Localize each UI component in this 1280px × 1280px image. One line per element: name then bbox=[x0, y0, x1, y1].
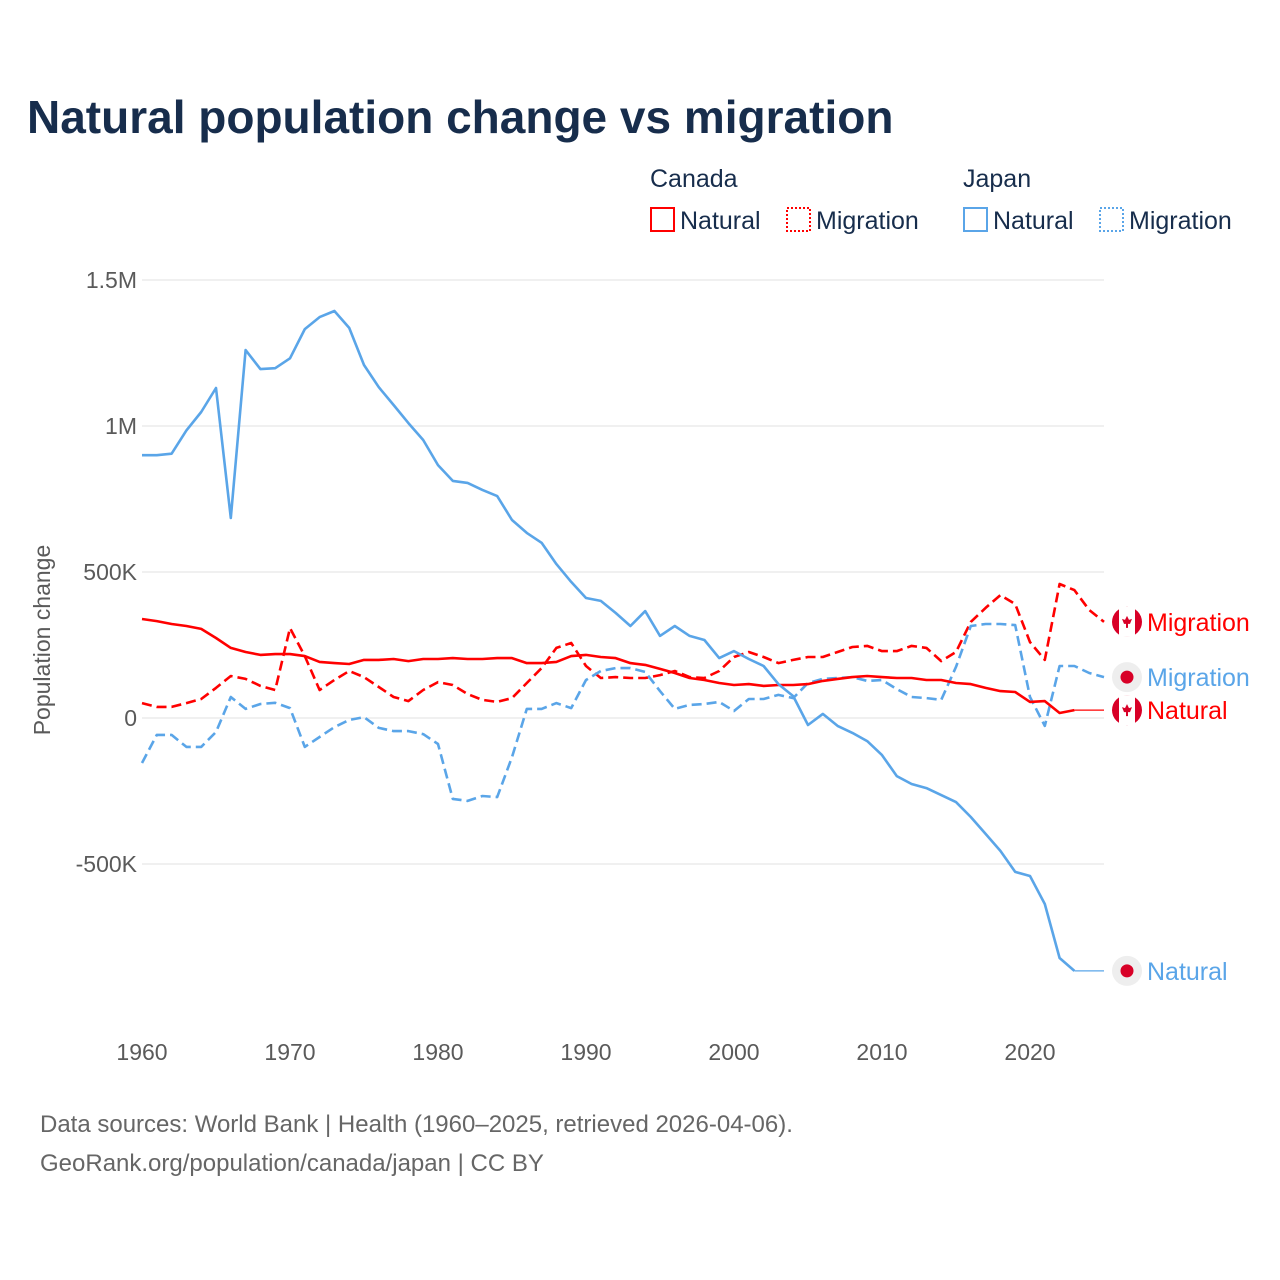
x-tick-label: 2000 bbox=[708, 1039, 759, 1065]
y-axis-ticks: 1.5M 1M 500K 0 -500K bbox=[76, 267, 138, 877]
footer-link[interactable]: GeoRank.org/population/canada/japan | CC… bbox=[40, 1150, 544, 1177]
legend-item-japan-migration[interactable]: Migration bbox=[1129, 207, 1232, 235]
end-label-text: Migration bbox=[1147, 609, 1250, 637]
legend-item-canada-migration[interactable]: Migration bbox=[816, 207, 919, 235]
x-tick-label: 2010 bbox=[856, 1039, 907, 1065]
canada-flag-icon bbox=[1112, 695, 1142, 726]
legend: Canada Natural Migration Japan Natural M… bbox=[650, 165, 1232, 235]
legend-group-canada: Canada bbox=[650, 165, 738, 193]
y-tick-label: 0 bbox=[124, 705, 137, 731]
legend-item-canada-natural[interactable]: Natural bbox=[680, 207, 761, 235]
chart-title: Natural population change vs migration bbox=[27, 91, 893, 143]
legend-item-japan-natural[interactable]: Natural bbox=[993, 207, 1074, 235]
legend-swatch-canada-migration bbox=[786, 207, 811, 232]
x-tick-label: 1970 bbox=[264, 1039, 315, 1065]
legend-swatch-canada-natural bbox=[650, 207, 675, 232]
x-tick-label: 1990 bbox=[560, 1039, 611, 1065]
x-tick-label: 2020 bbox=[1004, 1039, 1055, 1065]
y-tick-label: 1M bbox=[105, 413, 137, 439]
end-label-text: Natural bbox=[1147, 697, 1228, 725]
line-japan-natural bbox=[142, 309, 1076, 972]
line-canada-natural bbox=[141, 617, 1075, 715]
legend-group-japan: Japan bbox=[963, 165, 1031, 193]
end-label-text: Migration bbox=[1147, 664, 1250, 692]
y-tick-label: -500K bbox=[76, 851, 138, 877]
y-tick-label: 500K bbox=[83, 559, 137, 585]
y-tick-label: 1.5M bbox=[86, 267, 137, 293]
japan-flag-icon bbox=[1112, 955, 1142, 986]
series-lines bbox=[140, 309, 1105, 972]
x-tick-label: 1980 bbox=[412, 1039, 463, 1065]
end-label-japan-migration: Migration bbox=[1112, 662, 1250, 693]
x-tick-label: 1960 bbox=[116, 1039, 167, 1065]
end-label-canada-migration: Migration bbox=[1112, 606, 1250, 637]
footer-sources: Data sources: World Bank | Health (1960–… bbox=[40, 1111, 793, 1138]
line-canada-migration bbox=[141, 582, 1105, 709]
gridlines bbox=[142, 279, 1104, 865]
line-japan-migration bbox=[140, 622, 1105, 803]
end-label-canada-natural: Natural bbox=[1112, 695, 1228, 726]
end-label-japan-natural: Natural bbox=[1112, 955, 1228, 986]
japan-flag-icon bbox=[1112, 662, 1142, 693]
canada-flag-icon bbox=[1112, 606, 1142, 637]
legend-swatch-japan-natural bbox=[963, 207, 988, 232]
y-axis-title: Population change bbox=[29, 545, 55, 736]
end-labels: Migration Migration Natural Natural bbox=[1112, 606, 1250, 986]
end-label-text: Natural bbox=[1147, 958, 1228, 986]
x-axis-ticks: 1960 1970 1980 1990 2000 2010 2020 bbox=[116, 1039, 1055, 1065]
legend-swatch-japan-migration bbox=[1099, 207, 1124, 232]
